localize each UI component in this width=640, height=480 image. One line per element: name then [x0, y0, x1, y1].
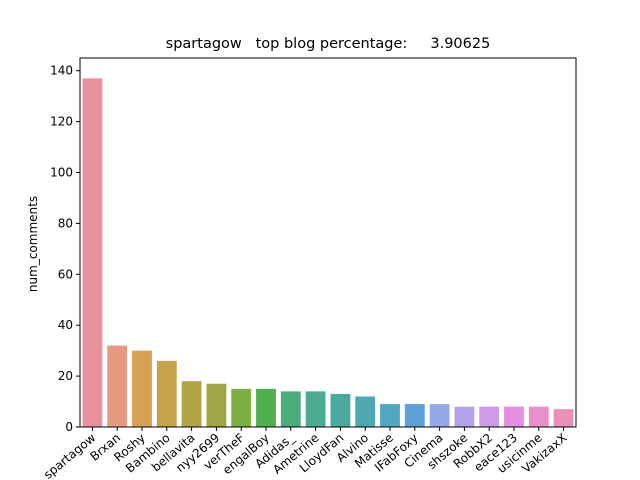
- bar-Matisse: [380, 404, 400, 427]
- bar-VakizaxX: [553, 409, 574, 427]
- bar-IFabFoxy: [404, 404, 425, 427]
- y-axis-label: num_comments: [26, 196, 40, 292]
- chart-title: spartagow top blog percentage: 3.90625: [166, 36, 491, 52]
- bar-Ametrine: [305, 391, 326, 427]
- bar-Cinema: [429, 404, 450, 427]
- bar-usicinme: [528, 406, 549, 427]
- bars-group: [82, 78, 574, 428]
- bar-LloydFan: [330, 393, 351, 427]
- plot-frame: [79, 57, 577, 428]
- bar-Bambino: [156, 360, 177, 427]
- y-tick-label: 100: [50, 166, 73, 180]
- bar-spartagow: [82, 78, 103, 428]
- bar-bellavita: [181, 381, 202, 427]
- bar-RobbX2: [479, 406, 500, 427]
- y-tick-label: 140: [50, 64, 73, 78]
- y-tick-label: 80: [58, 216, 73, 230]
- bar-nyy2699: [206, 383, 227, 427]
- bar-eace123: [504, 406, 524, 427]
- bar-shszoke: [454, 406, 475, 427]
- y-tick-label: 40: [58, 318, 73, 332]
- bar-verTheF: [231, 388, 252, 427]
- x-axis: spartagowBrxanRoshyBambinobellavitanyy26…: [41, 427, 570, 480]
- y-tick-label: 60: [58, 267, 73, 281]
- bar-Alvino: [355, 396, 376, 427]
- y-tick-label: 120: [50, 115, 73, 129]
- y-tick-label: 0: [65, 420, 73, 434]
- bar-engalBoy: [256, 388, 276, 427]
- bar-Adidas_: [280, 391, 301, 427]
- bar-Brxan: [107, 345, 128, 427]
- y-axis: 0 20 40 60 80 100 120 140: [50, 64, 80, 434]
- y-tick-label: 20: [58, 369, 73, 383]
- bar-Roshy: [132, 350, 152, 427]
